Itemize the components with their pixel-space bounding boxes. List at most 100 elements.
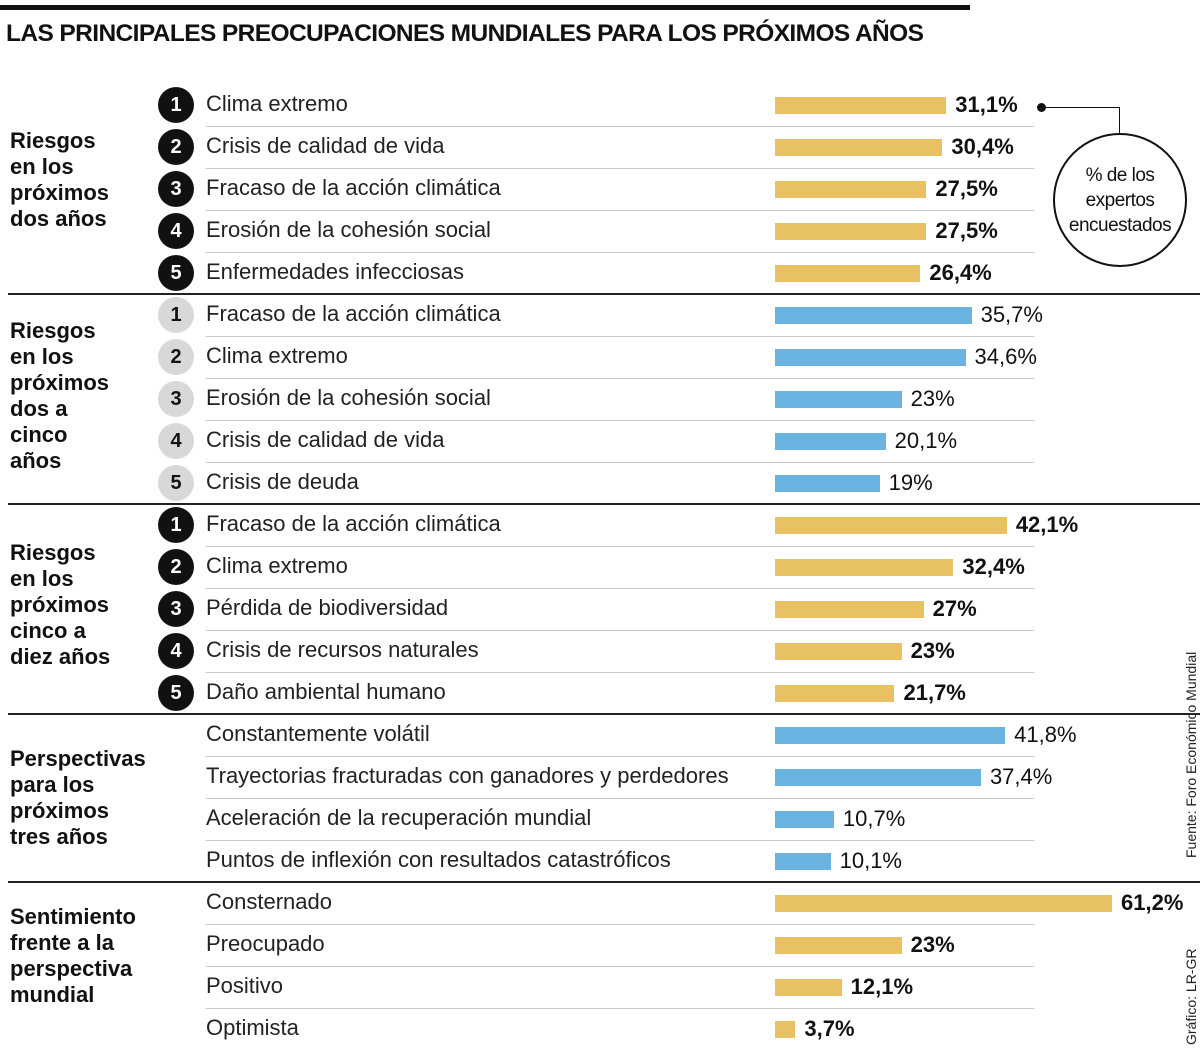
item-label: Positivo [206, 973, 284, 998]
bar [775, 391, 902, 408]
rank-badge: 4 [158, 213, 194, 249]
row-separator [206, 546, 1034, 547]
value-label: 23% [910, 386, 955, 411]
bar [775, 895, 1112, 912]
section-divider [8, 881, 1200, 883]
row-separator [206, 168, 1034, 169]
item-label: Constantemente volátil [206, 721, 430, 746]
bar [775, 601, 924, 618]
item-label: Fracaso de la acción climática [206, 511, 501, 536]
value-label: 19% [888, 470, 933, 495]
row-separator [206, 378, 1034, 379]
item-label: Crisis de calidad de vida [206, 133, 445, 158]
rank-badge: 5 [158, 465, 194, 501]
section-label: Riesgos en los próximos cinco a diez año… [10, 540, 111, 669]
row-separator [206, 630, 1034, 631]
item-label: Optimista [206, 1015, 299, 1040]
item-label: Trayectorias fracturadas con ganadores y… [206, 763, 729, 788]
rank-badge: 3 [158, 591, 194, 627]
chart-title: LAS PRINCIPALES PREOCUPACIONES MUNDIALES… [6, 20, 924, 47]
section-divider [8, 293, 1200, 295]
section-divider [8, 503, 1200, 505]
section-divider [8, 713, 1200, 715]
bar [775, 97, 947, 114]
section-label: Perspectivas para los próximos tres años [10, 746, 146, 849]
bar [775, 979, 842, 996]
bar [775, 307, 972, 324]
credit-text: Gráfico: LR-GR [1183, 948, 1199, 1045]
value-label: 32,4% [962, 554, 1025, 579]
item-label: Crisis de recursos naturales [206, 637, 479, 662]
row-separator [206, 966, 1034, 967]
bar [775, 811, 834, 828]
rank-badge: 2 [158, 339, 194, 375]
value-label: 10,7% [842, 806, 906, 831]
bar [775, 727, 1006, 744]
rank-badge: 5 [158, 675, 194, 711]
item-label: Daño ambiental humano [206, 679, 446, 704]
value-label: 26,4% [929, 260, 992, 285]
value-label: 42,1% [1015, 512, 1079, 537]
value-label: 27,5% [935, 176, 998, 201]
item-label: Erosión de la cohesión social [206, 385, 491, 410]
row-separator [206, 798, 1034, 799]
top-rule [0, 5, 970, 10]
item-label: Clima extremo [206, 91, 348, 116]
bar [775, 769, 981, 786]
item-label: Enfermedades infecciosas [206, 259, 465, 284]
bar [775, 1021, 796, 1038]
item-label: Fracaso de la acción climática [206, 301, 501, 326]
source-text: Fuente: Foro Económico Mundial [1183, 651, 1199, 858]
value-label: 31,1% [955, 92, 1018, 117]
bar [775, 139, 943, 156]
rank-badge: 4 [158, 423, 194, 459]
bar [775, 937, 902, 954]
value-label: 27,5% [935, 218, 998, 243]
value-label: 30,4% [951, 134, 1014, 159]
bar [775, 475, 880, 492]
rank-badge: 3 [158, 381, 194, 417]
rank-badge: 1 [158, 87, 194, 123]
item-label: Clima extremo [206, 553, 348, 578]
rank-badge: 5 [158, 255, 194, 291]
item-label: Puntos de inflexión con resultados catas… [206, 847, 671, 872]
row-separator [206, 672, 1034, 673]
value-label: 27% [932, 596, 977, 621]
bar [775, 265, 921, 282]
bar [775, 853, 831, 870]
item-label: Aceleración de la recuperación mundial [206, 805, 592, 830]
bar [775, 685, 895, 702]
row-separator [206, 756, 1034, 757]
row-separator [206, 924, 1034, 925]
value-label: 21,7% [903, 680, 966, 705]
item-label: Clima extremo [206, 343, 348, 368]
callout-bubble: % de los expertos encuestados [1053, 133, 1187, 267]
bar [775, 559, 954, 576]
value-label: 12,1% [850, 974, 914, 999]
value-label: 10,1% [839, 848, 902, 873]
row-separator [206, 420, 1034, 421]
callout-line [1042, 107, 1119, 108]
rank-badge: 3 [158, 171, 194, 207]
value-label: 20,1% [894, 428, 958, 453]
rank-badge: 1 [158, 507, 194, 543]
item-label: Crisis de calidad de vida [206, 427, 445, 452]
row-separator [206, 462, 1034, 463]
item-label: Pérdida de biodiversidad [206, 595, 449, 620]
item-label: Crisis de deuda [206, 469, 359, 494]
row-separator [206, 840, 1034, 841]
value-label: 3,7% [804, 1016, 855, 1041]
bar [775, 181, 927, 198]
bar [775, 349, 966, 366]
bar [775, 643, 902, 660]
rank-badge: 1 [158, 297, 194, 333]
item-label: Preocupado [206, 931, 325, 956]
row-separator [206, 336, 1034, 337]
row-separator [206, 210, 1034, 211]
rank-badge: 4 [158, 633, 194, 669]
bar [775, 433, 886, 450]
row-separator [206, 126, 1034, 127]
bar [775, 517, 1007, 534]
section-label: Sentimiento frente a la perspectiva mund… [10, 904, 136, 1007]
value-label: 41,8% [1014, 722, 1077, 747]
